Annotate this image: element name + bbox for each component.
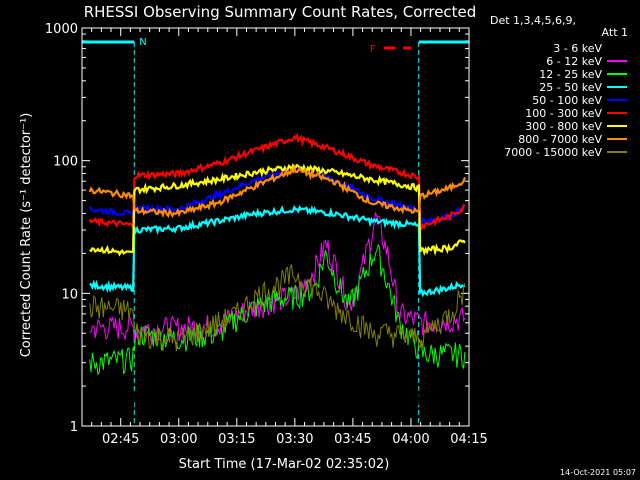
legend-label: 300 - 800 keV — [525, 120, 602, 133]
series-line — [88, 132, 465, 231]
flare-label: F — [370, 44, 376, 55]
timestamp: 14-Oct-2021 05:07 — [560, 468, 636, 477]
plot-frame — [81, 27, 470, 427]
series-line — [89, 204, 466, 298]
x-tick-label: 04:00 — [392, 432, 429, 447]
series-line — [89, 357, 466, 423]
legend-header-line1: Det 1,3,4,5,6,9, — [490, 14, 576, 27]
legend-label: 800 - 7000 keV — [518, 133, 602, 146]
x-tick-label: 02:45 — [102, 432, 139, 447]
x-tick-label: 03:00 — [160, 432, 197, 447]
y-tick-label: 1000 — [45, 22, 78, 37]
series-line — [89, 263, 466, 352]
legend-label: 6 - 12 keV — [546, 55, 602, 68]
chart-title: RHESSI Observing Summary Count Rates, Co… — [84, 3, 477, 21]
y-tick-label: 10 — [61, 287, 78, 302]
legend-header-line2: Att 1 — [602, 26, 628, 39]
series-line — [88, 163, 466, 219]
y-axis-label: Corrected Count Rate (s⁻¹ detector⁻¹) — [19, 113, 34, 358]
legend-label: 3 - 6 keV — [553, 42, 602, 55]
legend-label: 25 - 50 keV — [539, 81, 602, 94]
plot-area: 1 10 100 1000 02:45 03:00 03:15 03:30 03:45 04:00… — [45, 22, 488, 447]
legend-label: 50 - 100 keV — [532, 94, 602, 107]
x-axis-label: Start Time (17-Mar-02 02:35:02) — [179, 457, 390, 472]
legend-label: 100 - 300 keV — [525, 107, 602, 120]
x-tick-label: 03:15 — [218, 432, 255, 447]
legend-label: 12 - 25 keV — [539, 68, 602, 81]
series-line — [89, 243, 466, 376]
y-tick-label: 100 — [53, 155, 78, 170]
series-line — [89, 163, 466, 257]
x-tick-label: 03:30 — [276, 432, 313, 447]
x-tick-label: 04:15 — [450, 432, 487, 447]
x-tick-label: 03:45 — [334, 432, 371, 447]
night-label: N — [139, 37, 146, 48]
y-tick-label: 1 — [70, 420, 78, 435]
series-line — [88, 164, 466, 228]
legend-label: 7000 - 15000 keV — [504, 146, 602, 159]
